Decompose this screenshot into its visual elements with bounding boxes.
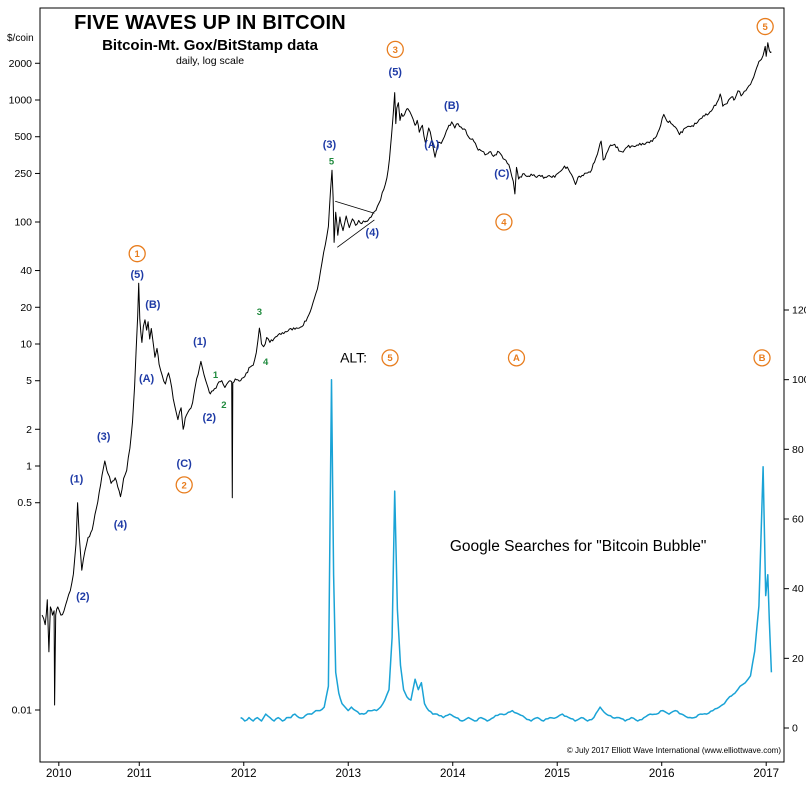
alt-count-label: ALT:: [340, 349, 367, 365]
wave-label: (5): [130, 269, 144, 281]
circled-wave-label: 2: [182, 480, 187, 491]
x-axis-tick-label: 2012: [231, 768, 257, 780]
wave-label: (C): [494, 168, 510, 180]
left-axis-tick-label: 10: [20, 339, 32, 351]
wave-label: 4: [263, 357, 269, 368]
wave-label: (3): [97, 431, 111, 443]
wave-label: 2: [221, 400, 226, 411]
circled-wave-marker: [128, 245, 146, 263]
triangle-trendline: [337, 219, 375, 248]
chart-title: FIVE WAVES UP IN BITCOIN: [74, 12, 346, 34]
right-axis-tick-label: 120: [792, 305, 806, 317]
left-axis-tick-label: 1: [26, 461, 32, 473]
left-axis-tick-label: 40: [20, 265, 32, 277]
circled-wave-marker: [756, 17, 774, 36]
right-axis-tick-label: 0: [792, 723, 798, 735]
wave-label: 5: [329, 157, 335, 168]
chart-subtitle: Bitcoin-Mt. Gox/BitStamp data: [102, 37, 318, 54]
left-axis-tick-label: 20: [20, 302, 32, 314]
circled-wave-label: 3: [393, 45, 398, 56]
circled-wave-label: 5: [387, 353, 393, 364]
left-axis-tick-label: 2: [26, 424, 32, 436]
search-series-caption: Google Searches for "Bitcoin Bubble": [450, 538, 707, 555]
wave-label: (A): [424, 139, 440, 151]
x-axis-tick-label: 2013: [335, 768, 361, 780]
circled-wave-marker: [381, 349, 399, 367]
right-axis-tick-label: 80: [792, 444, 804, 456]
wave-label: (5): [389, 66, 403, 78]
wave-label: (3): [323, 139, 337, 151]
left-axis-tick-label: 0.5: [17, 497, 32, 509]
wave-label: (4): [114, 519, 128, 531]
wave-label: (2): [76, 591, 90, 603]
wave-label: (B): [444, 100, 460, 112]
wave-label: (2): [203, 412, 217, 424]
circled-wave-marker: [386, 40, 404, 59]
circled-wave-label: 4: [501, 217, 507, 228]
wave-label: (A): [139, 373, 155, 385]
wave-label: (4): [366, 227, 380, 239]
circled-wave-marker: [175, 476, 193, 494]
circled-wave-label: B: [759, 353, 766, 364]
left-axis-tick-label: 500: [14, 131, 32, 143]
wave-label: (1): [193, 336, 207, 348]
x-axis-tick-label: 2017: [753, 768, 779, 780]
right-axis-tick-label: 20: [792, 653, 804, 665]
circled-wave-marker: [495, 213, 513, 231]
left-axis-tick-label: 0.01: [12, 705, 33, 717]
chart-title-block: FIVE WAVES UP IN BITCOIN Bitcoin-Mt. Gox…: [40, 12, 380, 67]
x-axis-tick-label: 2016: [649, 768, 675, 780]
circled-wave-label: A: [513, 353, 520, 364]
wave-label: (1): [70, 474, 84, 486]
wave-label: 3: [257, 307, 262, 318]
wave-label: (B): [145, 299, 161, 311]
right-axis-tick-label: 100: [792, 374, 806, 386]
circled-wave-marker: [507, 349, 526, 367]
plot-frame: [39, 7, 785, 763]
x-axis-tick-label: 2010: [46, 768, 72, 780]
wave-label: (C): [177, 458, 193, 470]
copyright-note: © July 2017 Elliott Wave International (…: [566, 746, 781, 755]
left-axis-tick-label: 1000: [9, 95, 33, 107]
google-searches-bitcoin-bubble-line: [240, 378, 773, 722]
circled-wave-label: 5: [763, 22, 769, 33]
left-axis-tick-label: 2000: [9, 58, 33, 70]
left-axis-tick-label: 5: [26, 375, 32, 387]
left-axis-tick-label: 250: [14, 168, 32, 180]
x-axis-tick-label: 2011: [127, 768, 152, 780]
x-axis-tick-label: 2014: [440, 768, 466, 780]
chart-subtitle-note: daily, log scale: [175, 55, 245, 68]
bitcoin-price-line: [41, 42, 772, 706]
left-axis-tick-label: 100: [14, 217, 32, 229]
wave-label: 1: [213, 370, 219, 381]
right-axis-tick-label: 60: [792, 514, 804, 526]
right-axis-tick-label: 40: [792, 583, 804, 595]
left-axis-unit-label: $/coin: [7, 33, 34, 44]
circled-wave-marker: [753, 349, 771, 367]
circled-wave-label: 1: [135, 249, 141, 260]
x-axis-tick-label: 2015: [544, 768, 570, 780]
triangle-trendline: [335, 200, 375, 214]
